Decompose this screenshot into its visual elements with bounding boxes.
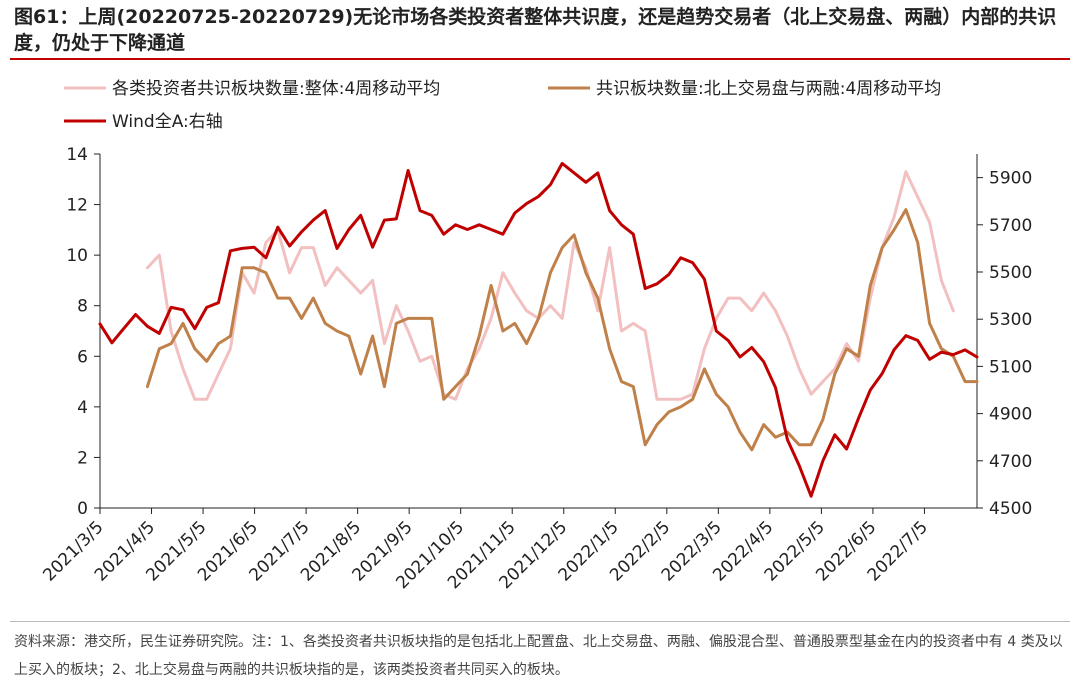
- y-left-tick-label: 10: [66, 246, 88, 266]
- series-line-overall: [145, 170, 955, 401]
- y-left-tick-label: 6: [77, 347, 88, 367]
- chart-legend: 各类投资者共识板块数量:整体:4周移动平均 共识板块数量:北上交易盘与两融:4周…: [64, 79, 941, 132]
- y-right-tick-label: 5500: [989, 263, 1032, 283]
- y-right-tick-label: 5300: [989, 310, 1032, 330]
- y-right-tick-label: 4700: [989, 452, 1032, 472]
- y-left-tick-label: 14: [66, 145, 88, 165]
- plot-area: [98, 161, 979, 498]
- chart-title: 图61：上周(20220725-20220729)无论市场各类投资者整体共识度，…: [14, 6, 1057, 54]
- legend-label-overall: 各类投资者共识板块数量:整体:4周移动平均: [112, 79, 440, 99]
- footnote-divider: [10, 621, 1070, 622]
- title-divider: [10, 58, 1070, 60]
- chart: 各类投资者共识板块数量:整体:4周移动平均 共识板块数量:北上交易盘与两融:4周…: [39, 79, 1032, 593]
- y-right-tick-label: 5100: [989, 357, 1032, 377]
- series-line-wind-a: [98, 161, 979, 498]
- y-left-tick-label: 4: [77, 398, 88, 418]
- series-line-north-margin: [145, 208, 979, 452]
- y-left-tick-label: 8: [77, 297, 88, 317]
- y-right-tick-label: 5700: [989, 216, 1032, 236]
- legend-label-wind-a: Wind全A:右轴: [112, 112, 223, 132]
- y-left-tick-label: 12: [66, 196, 88, 216]
- y-right-tick-label: 4900: [989, 405, 1032, 425]
- y-right-tick-label: 5900: [989, 169, 1032, 189]
- footnote: 资料来源：港交所，民生证券研究院。注：1、各类投资者共识板块指的是包括北上配置盘…: [14, 634, 1063, 678]
- y-right-tick-label: 4500: [989, 499, 1032, 519]
- y-left-tick-label: 2: [77, 448, 88, 468]
- y-left-tick-label: 0: [77, 499, 88, 519]
- legend-label-north-margin: 共识板块数量:北上交易盘与两融:4周移动平均: [596, 79, 941, 99]
